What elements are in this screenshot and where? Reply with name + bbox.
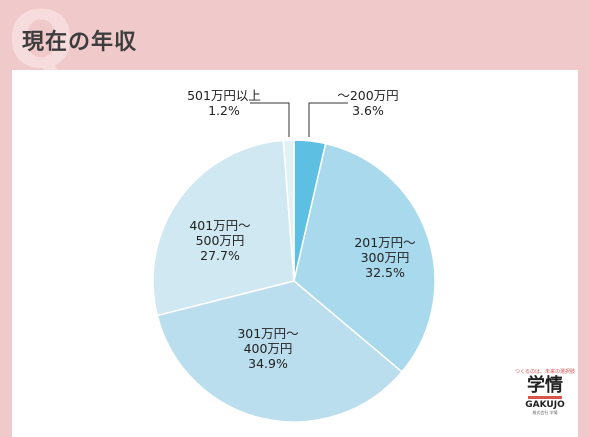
slice-name: 400万円 <box>244 341 293 356</box>
leader-line <box>308 102 348 137</box>
slice-name: 401万円～ <box>189 218 250 233</box>
slice-name: 500万円 <box>196 233 245 248</box>
page-title: 現在の年収 <box>22 30 138 55</box>
q-mark: Q <box>8 0 75 86</box>
logo-latin: GAKUJO <box>525 400 565 410</box>
gakujo-logo: つくるのは、未来の選択肢 学情 GAKUJO 株式会社 学情 <box>512 368 578 437</box>
pie-slice <box>293 142 436 373</box>
leader-line <box>250 102 290 137</box>
logo-sub: 株式会社 学情 <box>532 410 558 415</box>
slice-percent: 27.7% <box>200 248 240 263</box>
slice-name: 301万円～ <box>237 326 298 341</box>
logo-kanji: 学情 <box>527 375 563 396</box>
slice-name: 300万円 <box>361 250 410 265</box>
pie-slice <box>282 139 295 282</box>
slice-percent: 32.5% <box>365 265 405 280</box>
slice-percent: 1.2% <box>208 103 240 118</box>
slice-name: ～200万円 <box>337 88 398 103</box>
slice-percent: 3.6% <box>352 103 384 118</box>
logo-bar <box>528 396 562 399</box>
pie-slice <box>156 280 403 423</box>
slice-name: 501万円以上 <box>187 88 261 103</box>
chart-panel: ～200万円 3.6% 201万円～ 300万円 32.5% 301万円～ 400万円 34.… <box>12 70 578 437</box>
slice-name: 201万円～ <box>354 235 415 250</box>
slice-percent: 34.9% <box>248 356 288 371</box>
logo-tagline: つくるのは、未来の選択肢 <box>515 369 575 375</box>
pie-slice <box>152 139 295 317</box>
